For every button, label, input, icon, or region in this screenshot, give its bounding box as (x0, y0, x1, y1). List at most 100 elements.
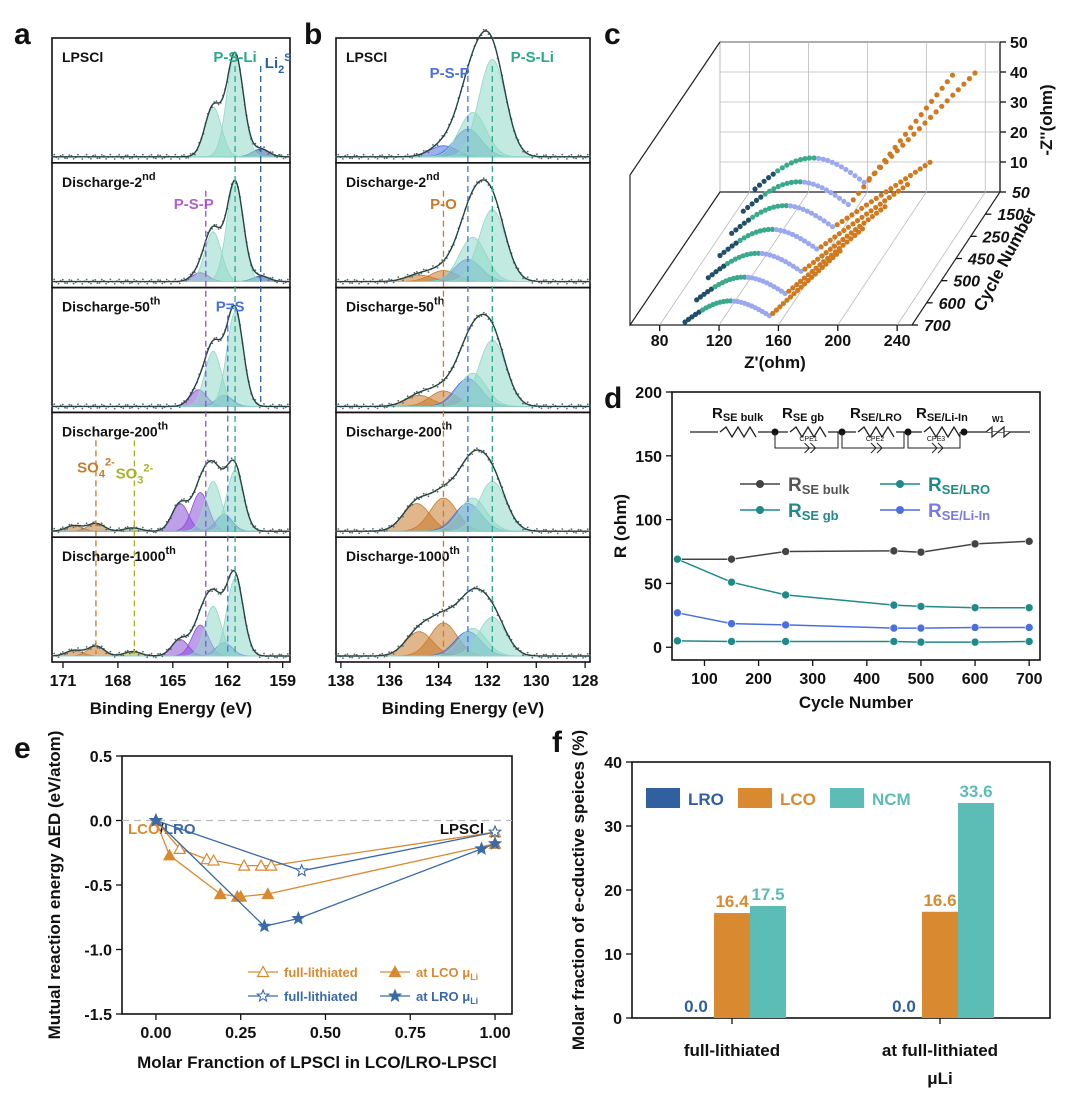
legend-label-main: R (928, 475, 942, 496)
x-tick-label: 128 (572, 673, 599, 690)
raw-data-point (566, 657, 568, 659)
raw-data-point (355, 653, 358, 656)
raw-data-point (215, 336, 218, 339)
raw-data-point (362, 153, 365, 156)
legend-label-sub: SE/Li-In (942, 508, 990, 523)
raw-data-point (152, 157, 155, 159)
raw-data-point (531, 406, 534, 409)
eis-data-point (871, 171, 877, 177)
raw-data-point (81, 282, 84, 285)
raw-data-point (349, 656, 351, 659)
raw-data-point (415, 152, 418, 155)
raw-data-point (230, 457, 233, 460)
eis-data-point (859, 214, 865, 220)
raw-data-point (480, 180, 483, 183)
x-category-sub: μLi (927, 1069, 953, 1088)
resistor-symbol (789, 425, 827, 439)
raw-data-point (388, 154, 390, 156)
raw-data-point (98, 406, 101, 409)
raw-data-point (536, 403, 538, 405)
raw-data-point (349, 157, 351, 160)
eis-data-point (802, 266, 808, 272)
eis-data-point (779, 257, 785, 263)
eis-data-point (802, 179, 808, 185)
x-tick-label: 300 (799, 671, 826, 688)
envelope-curve (336, 30, 590, 158)
eis-data-point (806, 155, 813, 161)
raw-data-point (72, 282, 75, 285)
eis-data-point (777, 227, 784, 233)
raw-data-point (358, 657, 360, 659)
raw-data-point (552, 528, 554, 531)
raw-data-point (96, 282, 99, 285)
eis-data-point (950, 92, 956, 98)
raw-data-point (586, 153, 589, 156)
raw-data-point (485, 28, 487, 31)
eis-data-point (882, 204, 888, 210)
eis-data-point (827, 246, 833, 252)
raw-data-point (90, 282, 92, 285)
raw-data-point (150, 278, 153, 281)
circuit-label-sub: SE gb (793, 412, 824, 424)
y-tick-label: 10 (604, 947, 622, 964)
eis-data-point (923, 105, 930, 111)
raw-data-point (66, 652, 68, 655)
raw-data-point (376, 531, 379, 534)
floor-grid (778, 191, 868, 326)
annotation-part: 4 (99, 468, 106, 480)
eis-data-point (886, 195, 892, 201)
raw-data-point (586, 528, 589, 530)
raw-data-point (346, 653, 349, 655)
raw-data-point (113, 531, 116, 534)
x-tick-label: 159 (269, 673, 296, 690)
raw-data-point (96, 157, 99, 160)
eis-data-point (767, 188, 773, 194)
cpe-branch (907, 432, 961, 449)
eis-data-point (800, 206, 806, 212)
raw-data-point (282, 282, 285, 285)
raw-data-point (100, 278, 103, 281)
raw-data-point (432, 144, 434, 146)
raw-data-point (552, 278, 554, 281)
raw-data-point (362, 403, 365, 406)
eis-data-point (779, 203, 785, 209)
raw-data-point (94, 403, 97, 406)
raw-data-point (545, 154, 547, 157)
eis-data-point (829, 159, 835, 165)
eis-data-point (903, 176, 909, 182)
spectrum-label-main: Discharge-1000 (346, 548, 450, 564)
eis-data-point (864, 211, 870, 217)
raw-data-point (441, 483, 444, 486)
raw-data-point (362, 278, 365, 281)
x-tick-label: 134 (425, 673, 452, 690)
raw-data-point (109, 403, 112, 406)
eis-data-point (850, 197, 856, 203)
eis-data-point (771, 253, 777, 259)
raw-data-point (353, 528, 356, 531)
eis-data-point (877, 201, 883, 207)
eis-data-point (873, 204, 879, 211)
cycle-tick-label: 600 (939, 296, 966, 313)
cpe-label: CPE2 (866, 436, 884, 443)
envelope-curve (52, 459, 290, 532)
raw-data-point (436, 386, 439, 388)
raw-data-point (276, 281, 278, 284)
raw-data-point (219, 593, 222, 596)
raw-data-point (66, 527, 68, 530)
raw-data-point (137, 653, 140, 656)
peak-annotation: P=S (216, 299, 245, 316)
eis-data-point (843, 166, 849, 173)
raw-data-point (418, 393, 420, 395)
eis-data-point (761, 178, 767, 184)
circuit-label-main: R (712, 405, 723, 422)
raw-data-point (100, 645, 103, 648)
raw-data-point (411, 276, 414, 278)
eis-data-point (955, 87, 961, 93)
bar (922, 911, 958, 1018)
spectrum-label-main: Discharge-50 (346, 299, 434, 315)
raw-data-point (178, 639, 181, 641)
eis-data-point (771, 186, 777, 192)
eis-data-point (811, 155, 817, 161)
raw-data-point (217, 103, 220, 106)
eis-data-point (878, 207, 884, 213)
